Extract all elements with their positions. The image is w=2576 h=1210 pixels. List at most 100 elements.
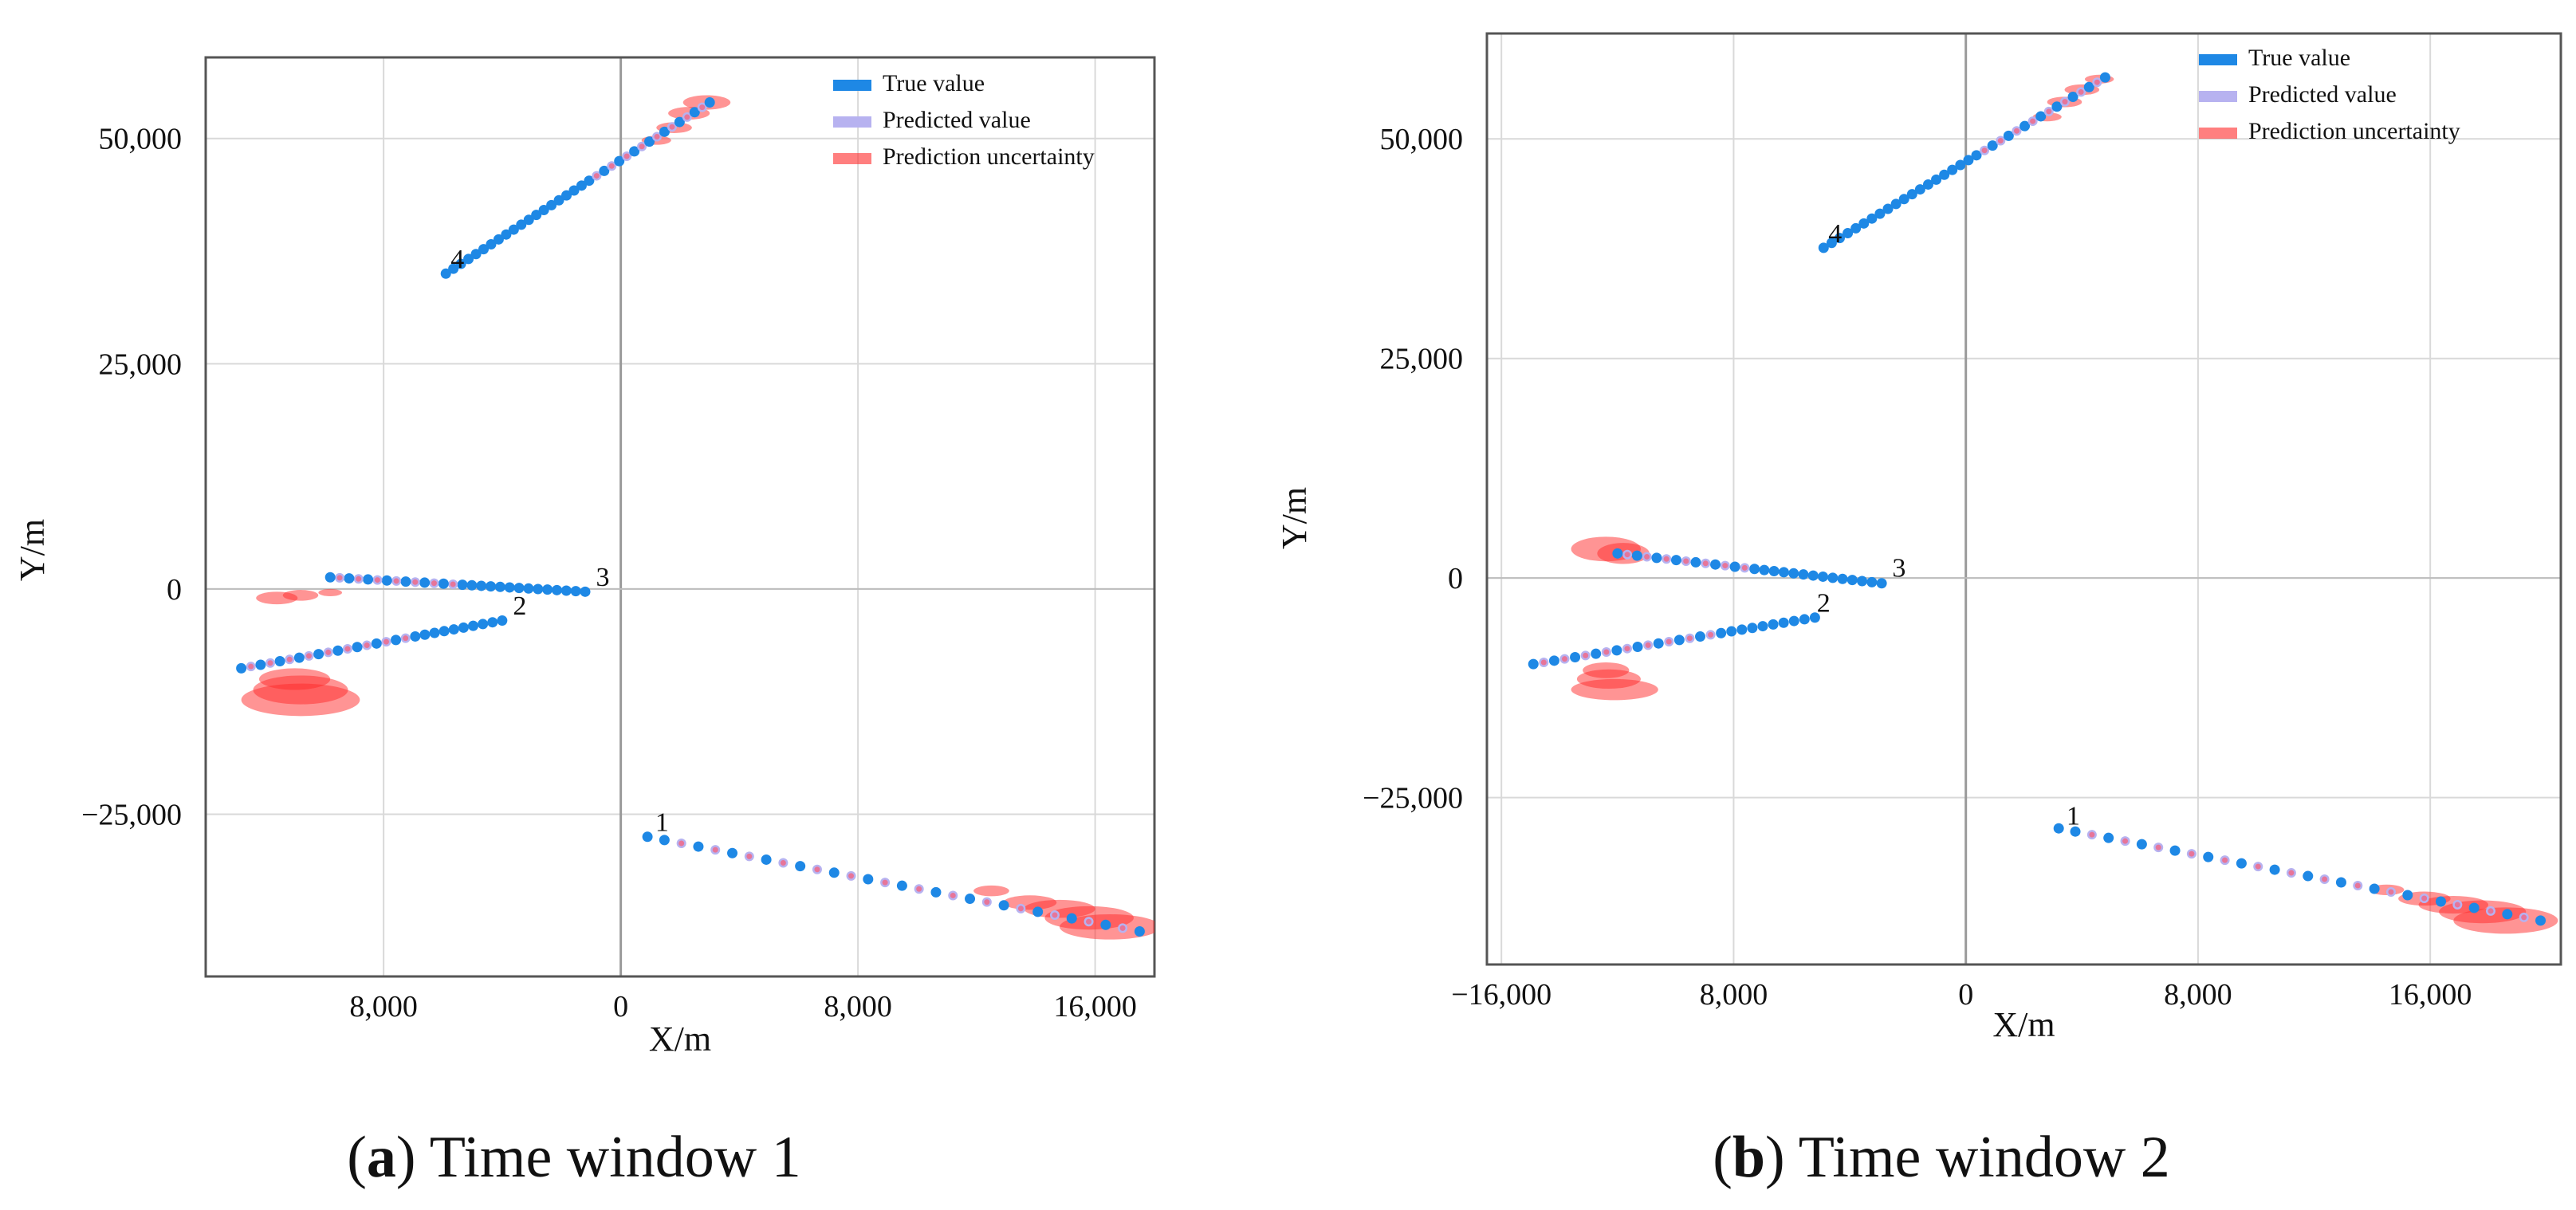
- track-2: [236, 615, 508, 717]
- true-point: [457, 579, 468, 591]
- predicted-point-core: [1741, 564, 1748, 571]
- track-3: [256, 572, 591, 605]
- predicted-point-core: [1708, 631, 1714, 638]
- predicted-point-core: [1981, 147, 1988, 154]
- true-point: [523, 583, 534, 594]
- true-point: [2035, 111, 2047, 122]
- true-point: [1570, 652, 1581, 663]
- predicted-point-core: [2454, 902, 2460, 908]
- predicted-point-core: [2013, 128, 2020, 134]
- true-point: [2051, 101, 2063, 112]
- true-point: [629, 146, 640, 157]
- predicted-point-core: [336, 575, 343, 581]
- legend-true-value-swatch: [2199, 54, 2237, 65]
- true-point: [478, 244, 489, 255]
- y-tick-label: −25,000: [1363, 782, 1463, 815]
- track-label: 1: [2067, 801, 2080, 831]
- true-point: [513, 583, 525, 594]
- predicted-point-core: [2089, 831, 2095, 838]
- uncertainty-ellipse: [973, 885, 1009, 897]
- predicted-point-core: [2030, 118, 2036, 124]
- true-point: [1939, 169, 1950, 180]
- true-point: [2099, 72, 2110, 83]
- plot-frame: [204, 56, 1156, 978]
- true-point: [1807, 570, 1819, 581]
- predicted-point-core: [1624, 646, 1630, 652]
- true-point: [363, 574, 374, 585]
- predicted-point-core: [450, 581, 456, 587]
- true-point: [2169, 845, 2181, 856]
- true-point: [1716, 627, 1727, 638]
- true-point: [1032, 906, 1044, 917]
- true-point: [580, 586, 591, 597]
- true-point: [332, 645, 344, 656]
- predicted-point-core: [286, 656, 293, 662]
- true-point: [501, 229, 512, 240]
- legend-true-value-swatch: [833, 80, 871, 91]
- caption-b-letter: b: [1732, 1125, 1765, 1190]
- track-4: [440, 95, 731, 279]
- predicted-point-core: [1686, 635, 1693, 642]
- true-point: [455, 258, 466, 269]
- true-point: [2136, 839, 2147, 850]
- panel-b: −16,000 8,000 0 8,000 16,000 −25,000 0 25,000 50…: [1275, 32, 2562, 1044]
- track-4: [1818, 72, 2114, 253]
- predicted-point-core: [364, 642, 370, 649]
- true-point: [419, 577, 431, 588]
- legend-prediction-uncertainty-swatch: [2199, 128, 2237, 139]
- uncertainty-ellipse: [318, 588, 343, 596]
- predicted-point-core: [684, 114, 690, 120]
- predicted-point-core: [1017, 906, 1024, 912]
- true-point: [236, 662, 247, 674]
- true-point: [410, 631, 421, 642]
- y-tick-label: 50,000: [99, 123, 183, 156]
- x-tick-label: 0: [1958, 978, 1973, 1012]
- true-point: [693, 841, 704, 852]
- predicted-point-core: [374, 577, 380, 583]
- true-point: [1987, 140, 1998, 151]
- predicted-point-core: [2222, 857, 2228, 863]
- true-point: [644, 136, 655, 147]
- predicted-point-core: [623, 153, 630, 159]
- true-point: [1548, 655, 1559, 666]
- true-point: [1612, 548, 1623, 559]
- legend-predicted-value-text: Predicted value: [2248, 81, 2397, 108]
- true-point: [1749, 564, 1760, 575]
- y-tick-label: −25,000: [81, 799, 182, 832]
- true-point: [2535, 915, 2547, 926]
- predicted-point-core: [2094, 79, 2100, 85]
- y-tick-label: 0: [1448, 562, 1463, 595]
- true-point: [1818, 242, 1829, 253]
- true-point: [1710, 559, 1721, 570]
- track-label: 1: [655, 807, 669, 837]
- true-point: [2502, 909, 2513, 920]
- true-point: [255, 659, 266, 670]
- predicted-point-core: [1666, 638, 1672, 645]
- x-axis-label: X/m: [649, 1019, 711, 1059]
- track-1: [642, 831, 1154, 940]
- legend-prediction-uncertainty-text: Prediction uncertainty: [883, 143, 1095, 170]
- track-label: 4: [450, 245, 464, 274]
- true-point: [1834, 233, 1845, 244]
- caption-a: (a) Time window 1: [347, 1125, 801, 1190]
- true-point: [533, 583, 544, 595]
- predicted-point-core: [325, 649, 332, 655]
- predicted-point-core: [2062, 99, 2068, 105]
- plot-frame: [1485, 32, 2562, 966]
- true-point: [1914, 184, 1925, 195]
- true-point: [599, 165, 610, 176]
- true-point: [2003, 130, 2014, 141]
- true-point: [2468, 902, 2480, 913]
- uncertainty-ellipse: [256, 591, 298, 605]
- true-point: [1827, 572, 1839, 583]
- true-point: [998, 900, 1009, 911]
- true-point: [614, 155, 625, 167]
- true-point: [538, 205, 549, 216]
- track-label: 4: [1828, 219, 1842, 249]
- predicted-point-core: [848, 873, 855, 879]
- predicted-point-core: [2155, 844, 2161, 851]
- predicted-point-core: [1086, 918, 1092, 925]
- true-point: [487, 617, 498, 628]
- true-point: [1798, 569, 1809, 580]
- x-tick-label: 0: [613, 990, 628, 1023]
